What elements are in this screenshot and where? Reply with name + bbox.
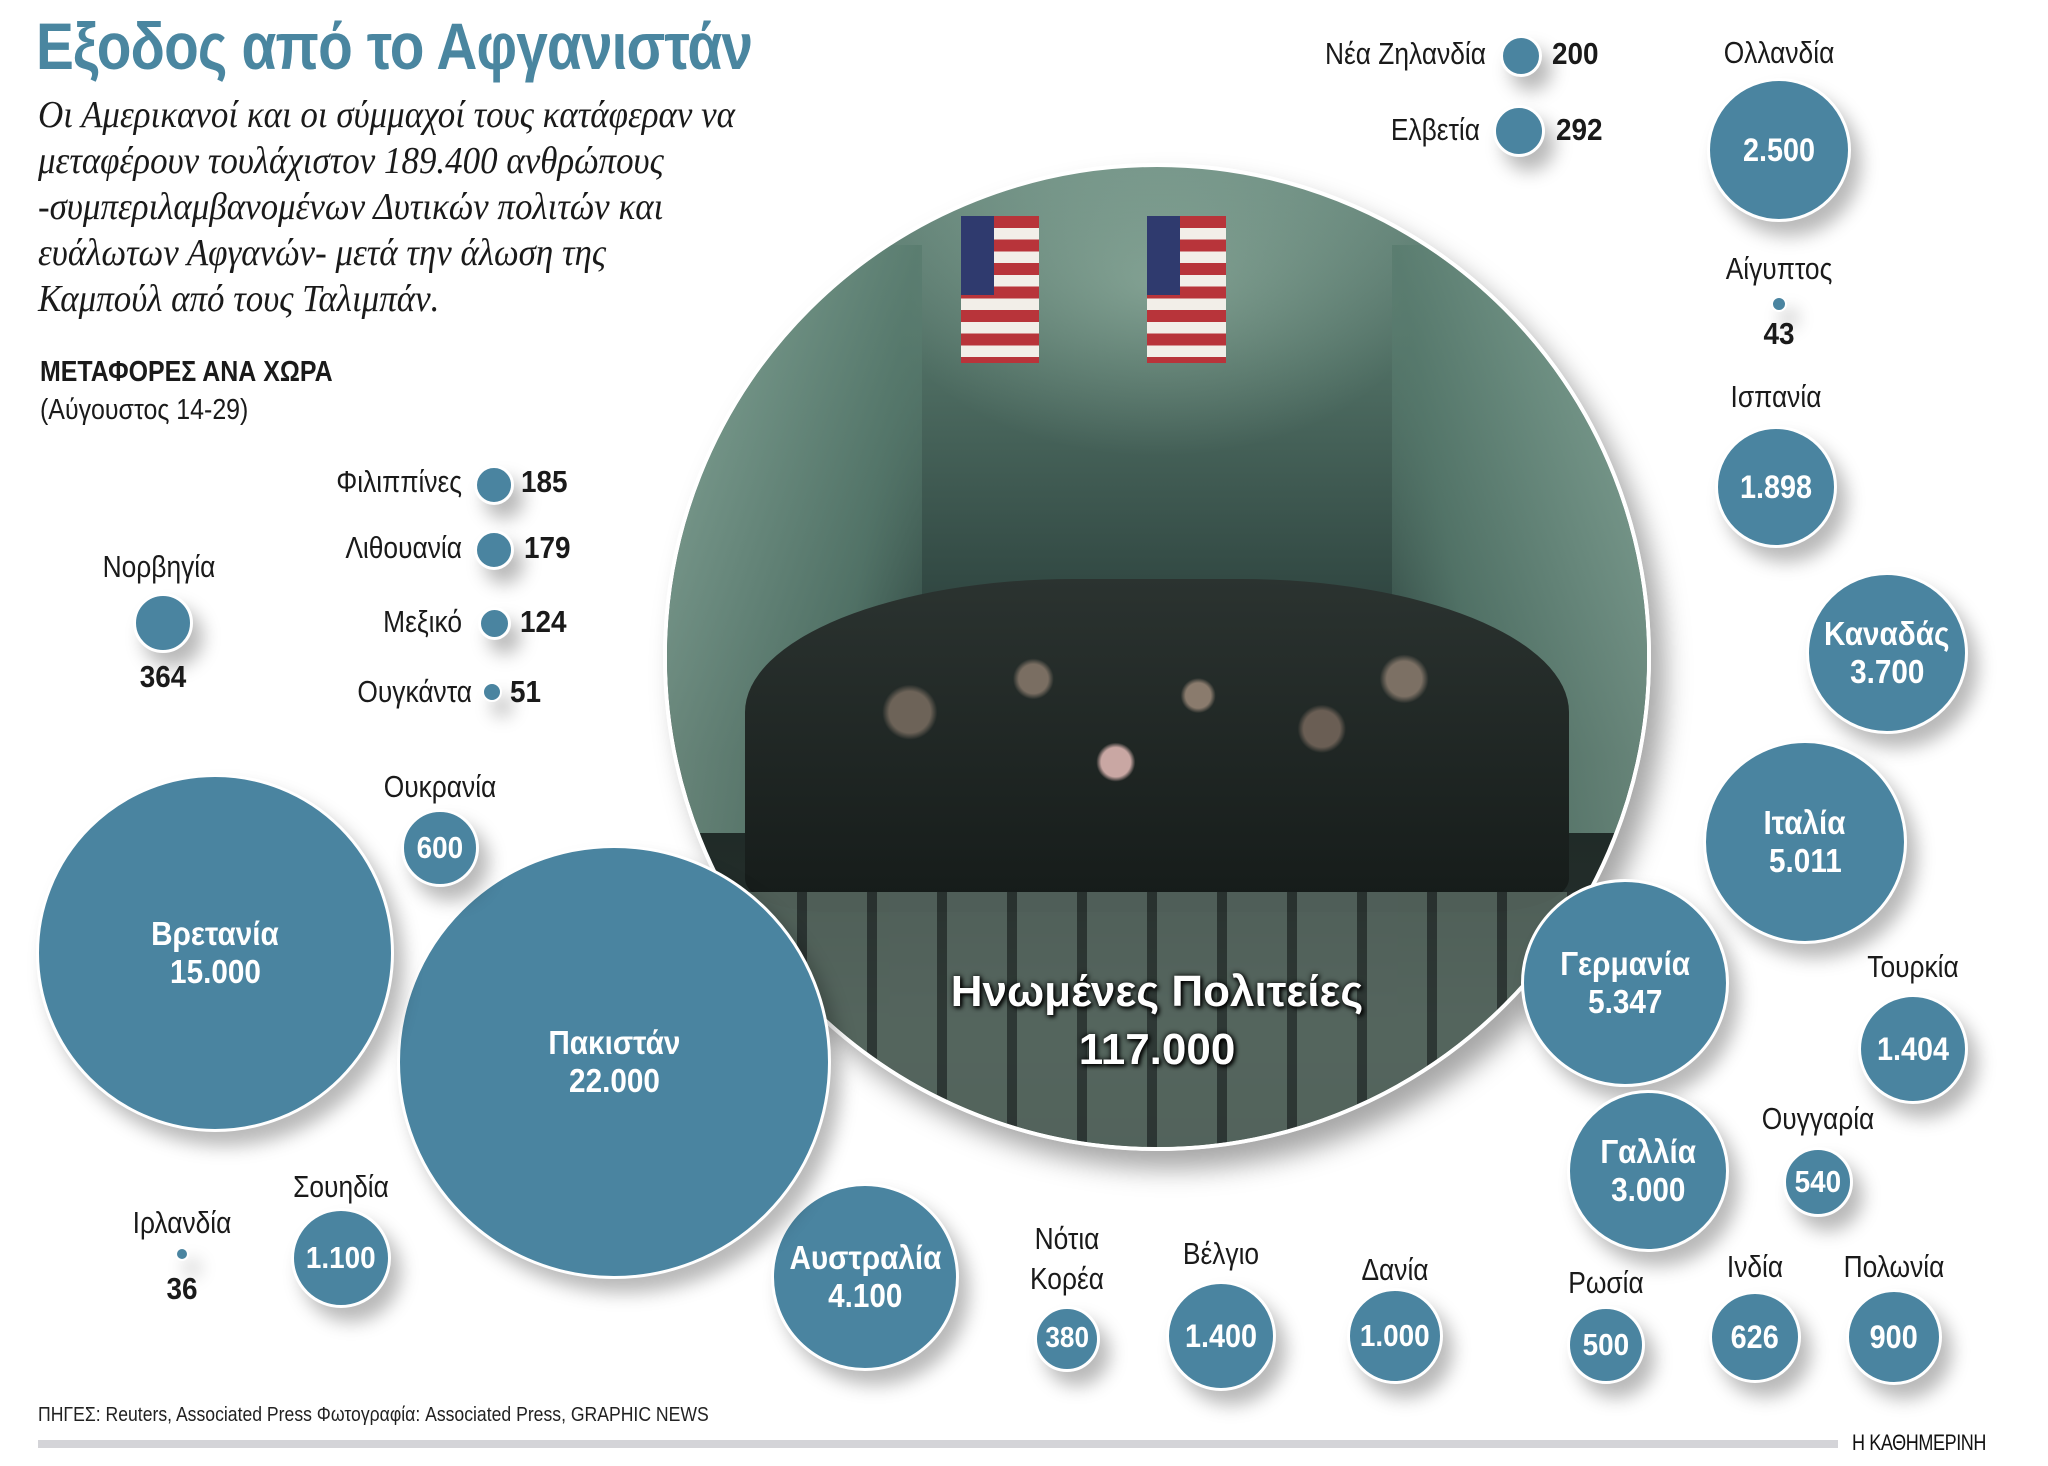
- label-pl: Πολωνία: [1843, 1249, 1945, 1284]
- value-es: 1.898: [1739, 468, 1813, 505]
- label-ru: Ρωσία: [1568, 1265, 1644, 1300]
- bubble-lt: [474, 530, 514, 570]
- sources-credit: ΠΗΓΕΣ: Reuters, Associated Press Φωτογρα…: [38, 1404, 709, 1426]
- label-no: Νορβηγία: [102, 549, 216, 584]
- label-fr: Γαλλία: [1600, 1133, 1696, 1171]
- bubble-fr: Γαλλία 3.000: [1567, 1090, 1729, 1252]
- bubble-nz: [1500, 35, 1542, 77]
- label-es: Ισπανία: [1730, 379, 1822, 414]
- value-ca: 3.700: [1849, 653, 1925, 690]
- section-title: ΜΕΤΑΦΟΡΕΣ ΑΝΑ ΧΩΡΑ: [40, 356, 333, 388]
- value-hu: 540: [1794, 1164, 1842, 1200]
- value-kr: 380: [1045, 1322, 1089, 1355]
- bubble-ca: Καναδάς 3.700: [1806, 572, 1968, 734]
- value-be: 1.400: [1184, 1317, 1258, 1354]
- bubble-gb: Βρετανία 15.000: [36, 774, 394, 1132]
- label-gb: Βρετανία: [151, 915, 279, 953]
- evacuees-crowd: [745, 578, 1569, 912]
- value-gb: 15.000: [169, 953, 261, 990]
- label-it: Ιταλία: [1764, 804, 1846, 842]
- value-ua: 600: [416, 830, 464, 866]
- bubble-es: 1.898: [1715, 426, 1837, 548]
- us-flag-icon: [1147, 216, 1226, 363]
- value-de: 5.347: [1587, 983, 1663, 1020]
- label-se: Σουηδία: [293, 1169, 389, 1204]
- label-ie: Ιρλανδία: [132, 1205, 232, 1240]
- bubble-pk: Πακιστάν 22.000: [397, 845, 831, 1279]
- bubble-hu: 540: [1783, 1147, 1853, 1217]
- label-nz: Νέα Ζηλανδία: [1324, 36, 1486, 71]
- page-title: Εξοδος από το Αφγανιστάν: [36, 9, 753, 83]
- value-tr: 1.404: [1876, 1030, 1950, 1067]
- label-dk: Δανία: [1361, 1252, 1429, 1287]
- bubble-mx: [478, 607, 511, 640]
- bubble-ug: [482, 682, 502, 702]
- usa-value: 117.000: [1078, 1025, 1236, 1074]
- bubble-ph: [474, 465, 514, 505]
- value-pk: 22.000: [568, 1062, 660, 1099]
- label-kr-line2: Κορέα: [1030, 1261, 1104, 1296]
- bubble-kr: 380: [1034, 1306, 1100, 1372]
- bubble-ru: 500: [1567, 1306, 1645, 1384]
- footer-divider: [38, 1440, 1838, 1448]
- bubble-au: Αυστραλία 4.100: [771, 1183, 959, 1371]
- value-ru: 500: [1582, 1327, 1630, 1363]
- bubble-eg: [1771, 296, 1787, 312]
- us-flag-icon: [961, 216, 1040, 363]
- label-de: Γερμανία: [1560, 945, 1690, 983]
- lede-paragraph: Οι Αμερικανοί και οι σύμμαχοί τους κατάφ…: [38, 94, 735, 320]
- bubble-pl: 900: [1846, 1289, 1942, 1385]
- label-ch: Ελβετία: [1390, 112, 1480, 147]
- value-eg: 43: [1763, 316, 1795, 351]
- label-tr: Τουρκία: [1867, 949, 1959, 984]
- value-ch: 292: [1556, 112, 1603, 147]
- usa-photo-bubble: Ηνωμένες Πολιτείες 117.000: [663, 163, 1651, 1151]
- bubble-ie: [175, 1247, 189, 1261]
- value-it: 5.011: [1768, 842, 1842, 879]
- label-lt: Λιθουανία: [345, 530, 462, 565]
- usa-label: Ηνωμένες Πολιτείες: [950, 967, 1364, 1016]
- bubble-no: [133, 593, 193, 653]
- label-kr-line1: Νότια: [1034, 1221, 1100, 1256]
- bubble-ch: [1493, 105, 1545, 157]
- cargo-floor: [667, 892, 1647, 1147]
- label-be: Βέλγιο: [1182, 1236, 1260, 1271]
- value-pl: 900: [1869, 1318, 1919, 1355]
- value-ug: 51: [510, 674, 542, 709]
- bubble-se: 1.100: [291, 1208, 391, 1308]
- bubble-be: 1.400: [1166, 1281, 1276, 1391]
- bubble-in: 626: [1709, 1291, 1801, 1383]
- value-dk: 1.000: [1360, 1318, 1430, 1354]
- label-ph: Φιλιππίνες: [336, 464, 462, 499]
- value-au: 4.100: [827, 1277, 903, 1314]
- value-lt: 179: [524, 530, 571, 565]
- label-au: Αυστραλία: [789, 1239, 941, 1277]
- value-ie: 36: [166, 1271, 198, 1306]
- bubble-nl: 2.500: [1707, 78, 1851, 222]
- bubble-dk: 1.000: [1347, 1288, 1443, 1384]
- label-ca: Καναδάς: [1824, 615, 1950, 653]
- value-ph: 185: [521, 464, 568, 499]
- label-pk: Πακιστάν: [547, 1024, 681, 1062]
- value-nl: 2.500: [1742, 131, 1816, 168]
- value-no: 364: [139, 659, 187, 694]
- value-mx: 124: [520, 604, 567, 639]
- value-in: 626: [1730, 1318, 1780, 1355]
- bubble-tr: 1.404: [1858, 994, 1968, 1104]
- value-se: 1.100: [306, 1240, 376, 1276]
- label-mx: Μεξικό: [383, 604, 462, 639]
- label-hu: Ουγγαρία: [1761, 1101, 1875, 1136]
- section-subtitle: (Αύγουστος 14-29): [40, 394, 249, 426]
- label-in: Ινδία: [1726, 1249, 1784, 1284]
- value-nz: 200: [1552, 36, 1599, 71]
- value-fr: 3.000: [1610, 1171, 1686, 1208]
- bubble-de: Γερμανία 5.347: [1521, 879, 1729, 1087]
- label-nl: Ολλανδία: [1723, 35, 1835, 70]
- label-eg: Αίγυπτος: [1725, 251, 1833, 286]
- label-ua: Ουκρανία: [383, 769, 497, 804]
- label-ug: Ουγκάντα: [357, 674, 472, 709]
- publisher-logo: Η ΚΑΘΗΜΕΡΙΝΗ: [1852, 1430, 1987, 1455]
- bubble-it: Ιταλία 5.011: [1703, 740, 1907, 944]
- bubble-ua: 600: [401, 809, 479, 887]
